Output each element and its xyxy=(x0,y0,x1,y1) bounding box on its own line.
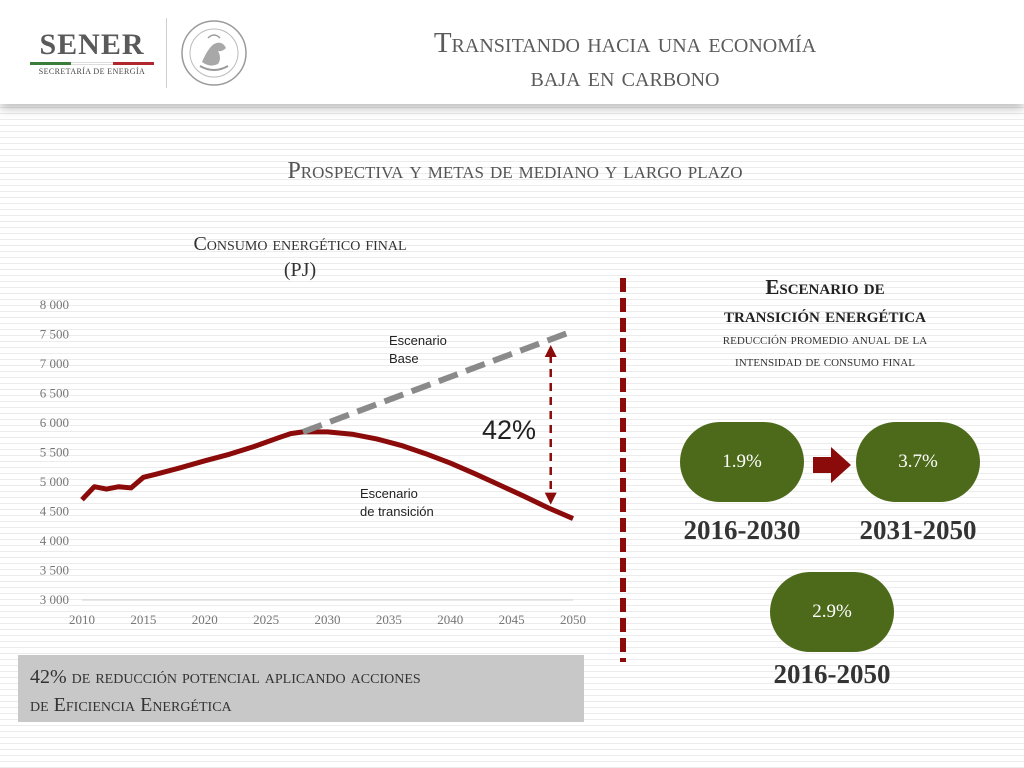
dashed-divider xyxy=(620,278,626,662)
x-tick-label: 2050 xyxy=(560,612,586,627)
sener-logo: SENER SECRETARÍA DE ENERGÍA xyxy=(30,28,154,88)
scenario-title: Escenario de transición energética xyxy=(660,273,990,329)
x-tick-label: 2010 xyxy=(69,612,95,627)
y-tick-label: 5 500 xyxy=(40,445,69,460)
chart-title: Consumo energético final (PJ) xyxy=(130,231,470,283)
x-axis-ticks: 2010 2015 2020 2025 2030 2035 2040 2045 2050 xyxy=(69,612,586,627)
reduction-note-line-2: de Eficiencia Energética xyxy=(30,694,232,716)
y-tick-label: 3 000 xyxy=(40,592,69,607)
scenario-title-line-2: transición energética xyxy=(724,303,926,327)
x-tick-label: 2030 xyxy=(315,612,341,627)
x-tick-label: 2045 xyxy=(499,612,525,627)
annotation-layer: 42% xyxy=(482,344,557,505)
transition-scenario-label-line-2: de transición xyxy=(360,504,434,519)
logo-divider xyxy=(166,18,167,88)
right-arrow-icon xyxy=(813,447,851,483)
y-tick-label: 5 000 xyxy=(40,474,69,489)
series-labels: Escenario Base Escenario de transición xyxy=(360,333,447,519)
transition-scenario-label-line-1: Escenario xyxy=(360,486,418,501)
series-layer xyxy=(80,328,575,521)
header-bar: SENER SECRETARÍA DE ENERGÍA Transitando … xyxy=(0,0,1024,104)
scenario-subtitle-line-2: intensidad de consumo final xyxy=(735,354,915,370)
series-line-base xyxy=(301,328,575,435)
y-tick-label: 6 500 xyxy=(40,386,69,401)
rate-pill-2031-2050: 3.7% xyxy=(856,422,980,502)
base-scenario-label-line-1: Escenario xyxy=(389,333,447,348)
logo-subtitle: SECRETARÍA DE ENERGÍA xyxy=(38,67,146,76)
period-label-2016-2050: 2016-2050 xyxy=(773,659,891,689)
rate-pill-2016-2050: 2.9% xyxy=(770,572,894,652)
scenario-subtitle: reducción promedio anual de la intensida… xyxy=(660,329,990,373)
title-line-1: Transitando hacia una economía xyxy=(433,27,817,59)
reduction-note-line-1: 42% de reducción potencial aplicando acc… xyxy=(30,666,421,688)
period-label-2031-2050: 2031-2050 xyxy=(859,515,977,545)
arrow-down-icon xyxy=(544,492,557,505)
scenario-subtitle-line-1: reducción promedio anual de la xyxy=(722,332,928,348)
y-tick-label: 4 500 xyxy=(40,504,69,519)
flag-stripe xyxy=(30,62,154,65)
reduction-note-box: 42% de reducción potencial aplicando acc… xyxy=(18,655,584,722)
y-tick-label: 8 000 xyxy=(40,297,69,312)
x-tick-label: 2020 xyxy=(192,612,218,627)
y-tick-label: 7 000 xyxy=(40,356,69,371)
y-tick-label: 4 000 xyxy=(40,533,69,548)
coat-of-arms-seal-icon xyxy=(181,20,247,86)
energy-consumption-chart: 8 000 7 500 7 000 6 500 6 000 5 500 5 000 4 500… xyxy=(40,297,586,627)
base-scenario-label-line-2: Base xyxy=(389,351,419,366)
series-line-transition xyxy=(80,429,574,521)
chart-title-line-2: (PJ) xyxy=(283,259,317,281)
y-tick-label: 3 500 xyxy=(40,563,69,578)
y-tick-label: 6 000 xyxy=(40,415,69,430)
y-tick-label: 7 500 xyxy=(40,327,69,342)
x-tick-label: 2035 xyxy=(376,612,402,627)
logo-name: SENER xyxy=(39,28,145,61)
chart-title-line-1: Consumo energético final xyxy=(193,233,407,255)
section-title: Prospectiva y metas de mediano y largo p… xyxy=(287,158,743,184)
title-line-2: baja en carbono xyxy=(530,61,720,93)
reduction-percent-label: 42% xyxy=(482,415,536,445)
arrow-up-icon xyxy=(544,344,557,357)
page-title: Transitando hacia una economía baja en c… xyxy=(300,26,950,94)
period-label-2016-2030: 2016-2030 xyxy=(683,515,801,545)
rate-pill-2016-2030: 1.9% xyxy=(680,422,804,502)
x-tick-label: 2040 xyxy=(437,612,463,627)
scenario-title-line-1: Escenario de xyxy=(765,275,885,299)
x-tick-label: 2015 xyxy=(130,612,156,627)
y-axis-ticks: 8 000 7 500 7 000 6 500 6 000 5 500 5 000 4 500… xyxy=(40,297,69,607)
x-tick-label: 2025 xyxy=(253,612,279,627)
